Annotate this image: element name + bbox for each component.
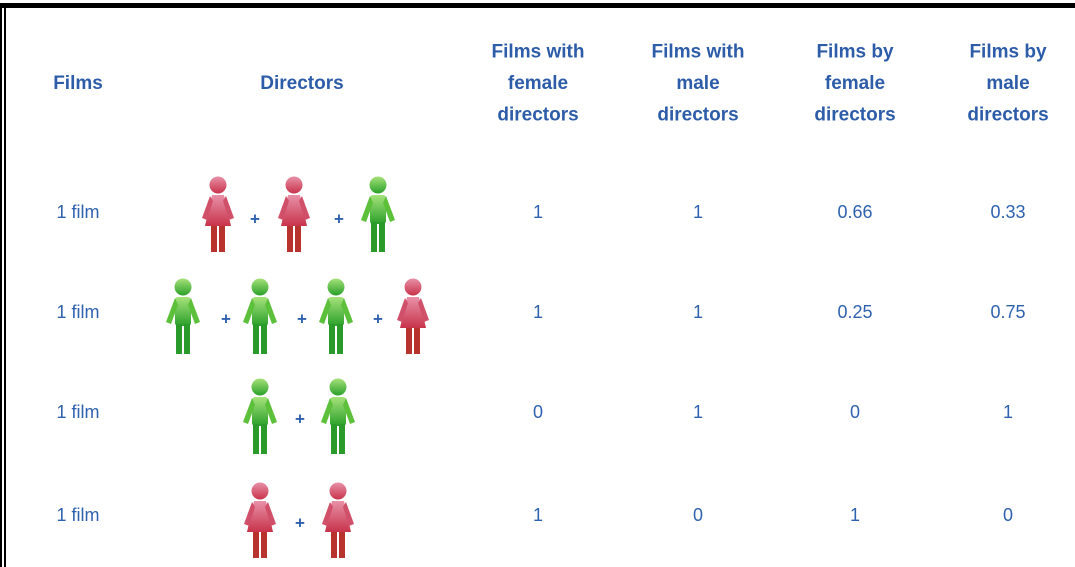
column-header: directors [657, 105, 738, 126]
film-label: 1 film [56, 402, 99, 422]
column-header: Films with [652, 42, 745, 63]
value-cell: 0.75 [990, 302, 1025, 322]
value-cell: 1 [693, 302, 703, 322]
plus: + [295, 513, 305, 532]
value-cell: 0.66 [837, 202, 872, 222]
column-header: female [508, 73, 568, 94]
film-label: 1 film [56, 302, 99, 322]
column-header: directors [967, 105, 1048, 126]
value-cell: 1 [533, 302, 543, 322]
left-border [0, 3, 2, 567]
plus: + [334, 209, 344, 228]
column-header: Films [53, 73, 103, 94]
plus: + [250, 209, 260, 228]
film-label: 1 film [56, 505, 99, 525]
plus: + [221, 309, 231, 328]
column-header: Films with [492, 42, 585, 63]
column-header: Films by [816, 42, 894, 63]
value-cell: 1 [533, 202, 543, 222]
value-cell: 1 [693, 402, 703, 422]
column-header: female [825, 73, 885, 94]
plus: + [295, 409, 305, 428]
plus: + [373, 309, 383, 328]
plus: + [297, 309, 307, 328]
column-header: Films by [969, 42, 1047, 63]
column-header: directors [497, 105, 578, 126]
value-cell: 0 [1003, 505, 1013, 525]
value-cell: 1 [533, 505, 543, 525]
value-cell: 0 [850, 402, 860, 422]
film-label: 1 film [56, 202, 99, 222]
value-cell: 0 [693, 505, 703, 525]
value-cell: 1 [1003, 402, 1013, 422]
value-cell: 0.33 [990, 202, 1025, 222]
column-header: directors [814, 105, 895, 126]
value-cell: 1 [693, 202, 703, 222]
left-border-inner [4, 3, 6, 567]
column-header: male [986, 73, 1029, 94]
column-header: male [676, 73, 719, 94]
value-cell: 0.25 [837, 302, 872, 322]
top-border [0, 3, 1075, 8]
column-header: Directors [260, 73, 343, 94]
director-icons: + + + + + + + [166, 176, 429, 558]
value-cell: 0 [533, 402, 543, 422]
value-cell: 1 [850, 505, 860, 525]
